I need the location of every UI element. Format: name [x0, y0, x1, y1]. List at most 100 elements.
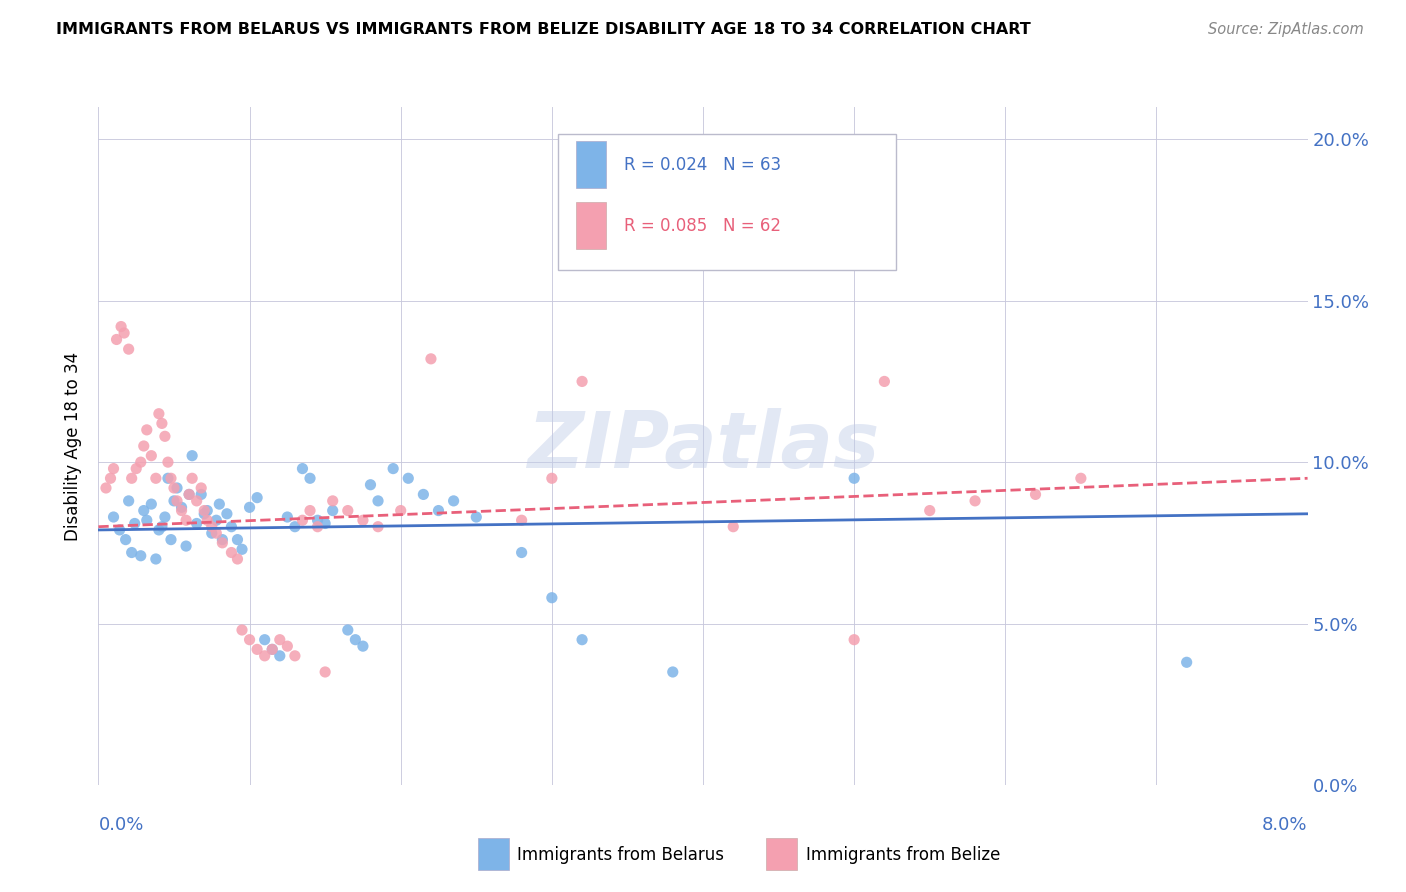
Point [360, 477, 382, 491]
Point [108, 523, 131, 537]
Point [160, 471, 183, 485]
Point [150, 519, 173, 533]
Bar [558, 134, 897, 269]
Point [118, 494, 141, 508]
Point [253, 648, 276, 663]
Point [314, 665, 336, 679]
Point [174, 539, 197, 553]
Point [94, 481, 117, 495]
Point [166, 481, 188, 495]
Point [246, 491, 269, 505]
Point [344, 632, 367, 647]
Point [121, 471, 143, 485]
Point [129, 549, 152, 563]
Point [382, 461, 405, 475]
Point [211, 536, 233, 550]
Point [269, 648, 291, 663]
Point [1024, 487, 1046, 501]
Text: Source: ZipAtlas.com: Source: ZipAtlas.com [1208, 22, 1364, 37]
Point [112, 326, 135, 340]
Point [193, 507, 215, 521]
Point [141, 497, 163, 511]
Point [389, 503, 412, 517]
Text: 8.0%: 8.0% [1263, 816, 1308, 834]
Point [201, 526, 224, 541]
Point [181, 471, 204, 485]
Point [124, 516, 146, 531]
Point [253, 632, 276, 647]
Point [205, 526, 228, 541]
Point [226, 552, 249, 566]
Point [276, 639, 298, 653]
Point [100, 471, 122, 485]
Point [114, 533, 136, 547]
Point [314, 516, 336, 531]
Point [132, 439, 155, 453]
Point [190, 487, 212, 501]
Text: ZIPatlas: ZIPatlas [527, 408, 879, 484]
Point [181, 449, 204, 463]
Point [299, 471, 322, 485]
Point [844, 471, 866, 485]
Point [201, 519, 224, 533]
Text: Immigrants from Belize: Immigrants from Belize [806, 846, 1000, 863]
Point [844, 632, 866, 647]
Point [352, 639, 374, 653]
Point [186, 494, 208, 508]
Point [135, 513, 157, 527]
Point [221, 545, 243, 559]
Y-axis label: Disability Age 18 to 34: Disability Age 18 to 34 [65, 351, 83, 541]
Point [262, 642, 284, 657]
Point [367, 519, 389, 533]
Point [307, 513, 329, 527]
Point [193, 503, 215, 517]
Point [174, 513, 197, 527]
Bar [576, 202, 606, 250]
Point [662, 665, 685, 679]
Point [148, 523, 170, 537]
Point [307, 519, 329, 533]
Point [336, 503, 359, 517]
Point [103, 461, 125, 475]
Point [443, 494, 465, 508]
Point [262, 642, 284, 657]
Point [129, 455, 152, 469]
Point [170, 500, 193, 515]
Point [132, 503, 155, 517]
Point [367, 494, 389, 508]
Point [723, 519, 745, 533]
Point [160, 533, 183, 547]
Point [103, 510, 125, 524]
Bar [576, 141, 606, 188]
Point [291, 513, 314, 527]
Point [299, 503, 322, 517]
Point [195, 503, 218, 517]
Point [110, 319, 132, 334]
Point [211, 533, 233, 547]
Point [510, 513, 533, 527]
Point [465, 510, 488, 524]
Text: R = 0.085   N = 62: R = 0.085 N = 62 [624, 217, 782, 235]
Point [427, 503, 450, 517]
Point [571, 375, 593, 389]
Point [336, 623, 359, 637]
Point [153, 429, 176, 443]
Point [269, 632, 291, 647]
Point [153, 510, 176, 524]
Point [163, 494, 186, 508]
Point [226, 533, 249, 547]
Point [284, 519, 307, 533]
Text: 0.0%: 0.0% [98, 816, 143, 834]
Point [396, 471, 419, 485]
Point [412, 487, 434, 501]
Point [541, 591, 564, 605]
Point [186, 516, 208, 531]
Point [1175, 655, 1198, 669]
Point [179, 487, 201, 501]
Point [215, 507, 238, 521]
Point [571, 632, 593, 647]
Point [105, 333, 128, 347]
Point [205, 513, 228, 527]
Point [322, 503, 344, 517]
Point [125, 461, 148, 475]
